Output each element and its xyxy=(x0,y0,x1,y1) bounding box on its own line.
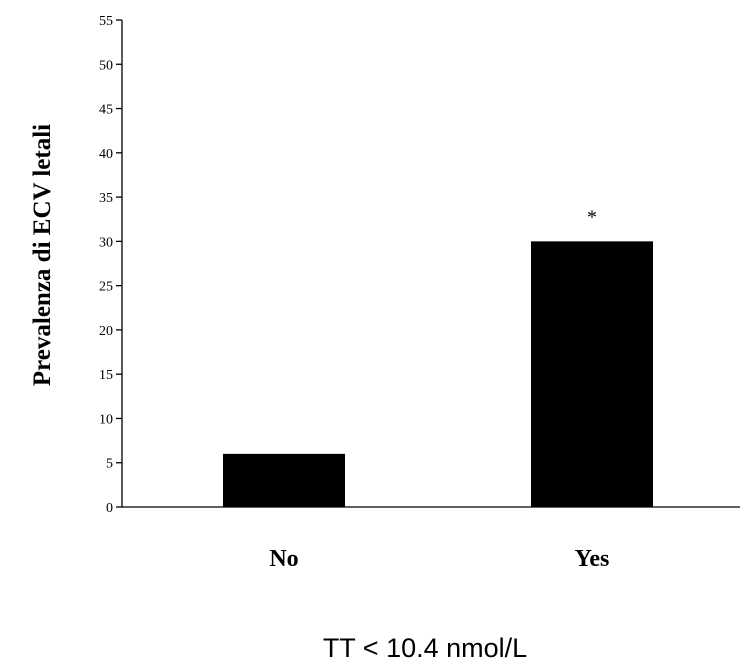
significance-asterisk: * xyxy=(587,206,597,228)
x-axis: No Yes xyxy=(122,506,740,572)
y-tick-label: 40 xyxy=(99,147,113,162)
y-tick-label: 25 xyxy=(99,280,113,295)
bar-yes xyxy=(531,241,653,507)
x-category-label: No xyxy=(269,546,298,572)
y-axis: 0 5 10 15 20 25 30 35 40 45 50 55 xyxy=(99,14,123,516)
y-tick-label: 15 xyxy=(99,368,113,383)
y-tick-label: 20 xyxy=(99,324,113,339)
y-tick-label: 50 xyxy=(99,58,113,73)
y-tick-label: 0 xyxy=(106,501,113,516)
y-tick-label: 5 xyxy=(106,457,113,472)
bar-no xyxy=(223,453,345,507)
y-tick-label: 35 xyxy=(99,191,113,206)
x-category-label: Yes xyxy=(575,546,610,572)
y-tick-label: 45 xyxy=(99,103,113,118)
y-tick-label: 55 xyxy=(99,14,113,29)
bars: * xyxy=(223,206,653,507)
x-axis-title: TT < 10.4 nmol/L xyxy=(323,633,527,663)
y-tick-label: 10 xyxy=(99,412,113,427)
y-tick-label: 30 xyxy=(99,235,113,250)
y-axis-title: Prevalenza di ECV letali xyxy=(29,124,56,386)
